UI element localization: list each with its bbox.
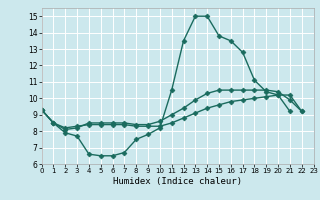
X-axis label: Humidex (Indice chaleur): Humidex (Indice chaleur) [113, 177, 242, 186]
